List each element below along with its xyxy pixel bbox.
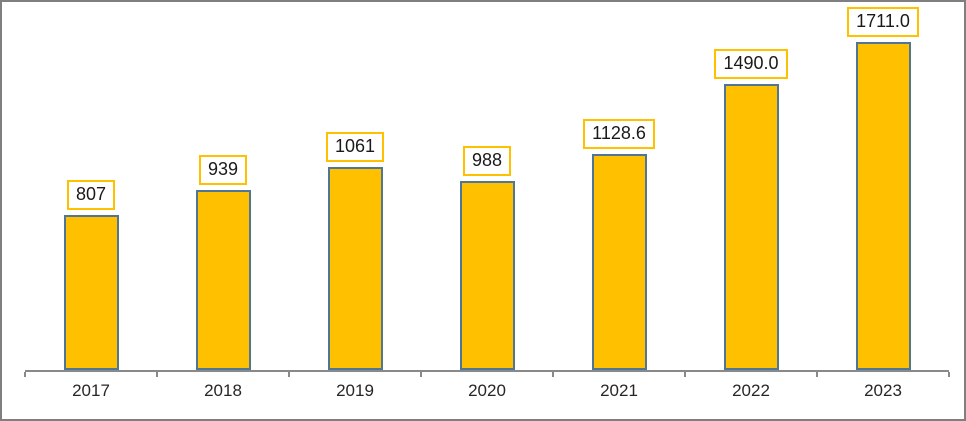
data-label-2021: 1128.6 bbox=[583, 119, 655, 149]
x-tick-label-2022: 2022 bbox=[732, 381, 770, 400]
axis-tick bbox=[684, 372, 686, 377]
x-axis-labels: 2017 2018 2019 2020 2021 2022 2023 bbox=[25, 381, 949, 401]
bar-2023 bbox=[855, 42, 911, 370]
bar-group-2017: 807 bbox=[25, 2, 157, 370]
axis-tick bbox=[288, 372, 290, 377]
bar-2019 bbox=[327, 167, 383, 370]
x-tick-label-2020: 2020 bbox=[468, 381, 506, 400]
axis-tick bbox=[816, 372, 818, 377]
data-label-2020: 988 bbox=[462, 146, 512, 176]
data-label-2022: 1490.0 bbox=[714, 49, 788, 79]
data-label-2017: 807 bbox=[66, 180, 116, 210]
data-label-2018: 939 bbox=[198, 155, 248, 185]
axis-tick bbox=[552, 372, 554, 377]
x-tick-label-2019: 2019 bbox=[336, 381, 374, 400]
bar-group-2023: 1711.0 bbox=[817, 2, 949, 370]
x-tick-label-2023: 2023 bbox=[864, 381, 902, 400]
axis-tick bbox=[420, 372, 422, 377]
bar-group-2021: 1128.6 bbox=[553, 2, 685, 370]
bar-2021 bbox=[591, 154, 647, 370]
axis-tick bbox=[156, 372, 158, 377]
axis-tick bbox=[948, 372, 950, 377]
data-label-2023: 1711.0 bbox=[847, 7, 919, 37]
x-axis-line bbox=[25, 370, 949, 372]
x-tick-label-2021: 2021 bbox=[600, 381, 638, 400]
x-tick-label-2017: 2017 bbox=[72, 381, 110, 400]
plot-area: 807 939 1061 988 1128.6 1490.0 1711.0 bbox=[25, 2, 949, 370]
data-label-2019: 1061 bbox=[325, 132, 385, 162]
bar-group-2020: 988 bbox=[421, 2, 553, 370]
bar-2018 bbox=[195, 190, 251, 370]
bar-group-2022: 1490.0 bbox=[685, 2, 817, 370]
bar-group-2019: 1061 bbox=[289, 2, 421, 370]
x-tick-label-2018: 2018 bbox=[204, 381, 242, 400]
bar-2017 bbox=[63, 215, 119, 370]
bar-2020 bbox=[459, 181, 515, 370]
axis-tick bbox=[24, 372, 26, 377]
bar-group-2018: 939 bbox=[157, 2, 289, 370]
bar-2022 bbox=[723, 84, 779, 370]
